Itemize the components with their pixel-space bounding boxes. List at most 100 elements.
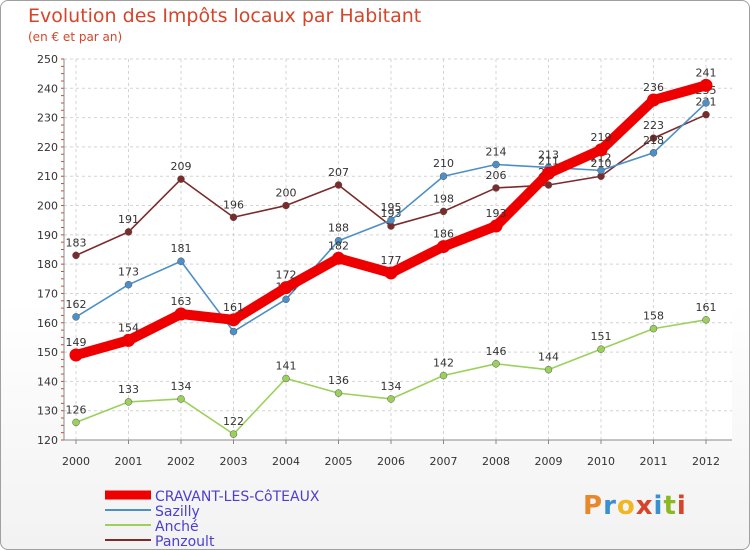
data-label: 214 xyxy=(486,146,507,159)
data-label: 210 xyxy=(591,157,612,170)
data-label: 218 xyxy=(643,134,664,147)
y-tick-label: 180 xyxy=(37,258,58,271)
data-label: 134 xyxy=(171,380,192,393)
data-point xyxy=(334,236,343,245)
data-point xyxy=(492,360,500,368)
data-point xyxy=(492,160,500,169)
data-label: 146 xyxy=(486,345,507,358)
data-label: 149 xyxy=(66,336,87,349)
data-label: 210 xyxy=(433,157,454,170)
data-point xyxy=(702,110,710,119)
data-point xyxy=(384,266,398,280)
data-point xyxy=(387,395,395,403)
y-tick-label: 140 xyxy=(37,375,58,388)
x-tick-label: 2008 xyxy=(482,455,510,468)
data-label: 191 xyxy=(118,213,139,226)
data-point xyxy=(279,281,293,295)
data-point xyxy=(334,181,343,189)
y-tick-label: 170 xyxy=(37,287,58,300)
data-point xyxy=(439,371,448,380)
data-label: 207 xyxy=(328,166,349,179)
data-label: 142 xyxy=(433,357,454,370)
data-label: 173 xyxy=(118,266,139,279)
data-point xyxy=(229,213,238,222)
y-tick-label: 210 xyxy=(37,170,58,183)
data-point xyxy=(174,307,188,321)
chart-title: Evolution des Impôts locaux par Habitant xyxy=(28,5,422,27)
data-point xyxy=(702,316,710,324)
data-point xyxy=(334,389,343,397)
y-tick-label: 200 xyxy=(37,200,58,213)
data-label: 158 xyxy=(643,310,664,323)
data-label: 198 xyxy=(433,192,454,205)
data-label: 182 xyxy=(328,239,349,252)
x-tick-label: 2006 xyxy=(377,455,405,468)
data-label: 163 xyxy=(171,295,192,308)
data-point xyxy=(229,327,238,336)
x-tick-label: 2005 xyxy=(325,455,353,468)
data-point xyxy=(544,181,553,189)
legend-label: Sazilly xyxy=(155,504,200,520)
data-point xyxy=(282,295,290,304)
data-point xyxy=(177,257,185,265)
data-label: 181 xyxy=(171,242,192,255)
y-tick-label: 220 xyxy=(37,141,58,154)
data-point xyxy=(122,333,135,347)
data-label: 195 xyxy=(381,201,402,214)
y-tick-label: 130 xyxy=(37,405,58,418)
data-label: 186 xyxy=(433,228,454,241)
data-label: 206 xyxy=(486,169,507,182)
data-point xyxy=(332,251,345,265)
y-tick-label: 250 xyxy=(37,53,58,66)
chart-subtitle: (en € et par an) xyxy=(28,30,123,44)
data-label: 223 xyxy=(643,119,664,132)
proxiti-logo: Proxiti xyxy=(583,491,687,521)
data-point xyxy=(227,313,240,327)
data-label: 144 xyxy=(538,351,559,364)
data-label: 196 xyxy=(223,198,244,211)
data-point xyxy=(649,149,658,157)
data-point xyxy=(282,374,290,383)
data-point xyxy=(489,219,503,233)
data-point xyxy=(439,172,448,180)
data-label: 162 xyxy=(66,298,87,311)
data-label: 188 xyxy=(328,222,349,235)
data-point xyxy=(229,430,238,438)
data-point xyxy=(124,280,133,289)
data-label: 151 xyxy=(591,330,612,343)
data-label: 122 xyxy=(223,415,244,428)
data-point xyxy=(124,228,133,236)
data-label: 236 xyxy=(643,81,664,94)
data-point xyxy=(702,99,710,107)
data-label: 161 xyxy=(696,301,717,314)
y-tick-label: 150 xyxy=(37,346,58,359)
data-point xyxy=(69,348,83,362)
data-point xyxy=(647,93,660,107)
data-point xyxy=(177,175,185,183)
legend-label: Anché xyxy=(155,519,199,535)
data-point xyxy=(439,207,448,216)
data-point xyxy=(544,365,553,374)
y-tick-label: 160 xyxy=(37,317,58,330)
data-label: 193 xyxy=(486,207,507,220)
data-point xyxy=(649,134,658,142)
data-point xyxy=(649,324,658,333)
x-tick-label: 2002 xyxy=(167,455,195,468)
data-label: 241 xyxy=(696,66,717,79)
data-label: 136 xyxy=(328,374,349,387)
data-point xyxy=(72,251,80,260)
data-point xyxy=(542,166,555,180)
data-label: 200 xyxy=(276,187,297,200)
data-point xyxy=(124,398,133,406)
data-label: 211 xyxy=(538,154,559,167)
data-label: 161 xyxy=(223,301,244,314)
data-point xyxy=(387,216,395,224)
data-label: 219 xyxy=(591,131,612,144)
data-label: 183 xyxy=(66,236,87,249)
data-label: 133 xyxy=(118,383,139,396)
plot-area xyxy=(64,59,732,440)
data-point xyxy=(699,78,713,92)
x-tick-label: 2009 xyxy=(535,455,563,468)
data-label: 154 xyxy=(118,321,139,334)
